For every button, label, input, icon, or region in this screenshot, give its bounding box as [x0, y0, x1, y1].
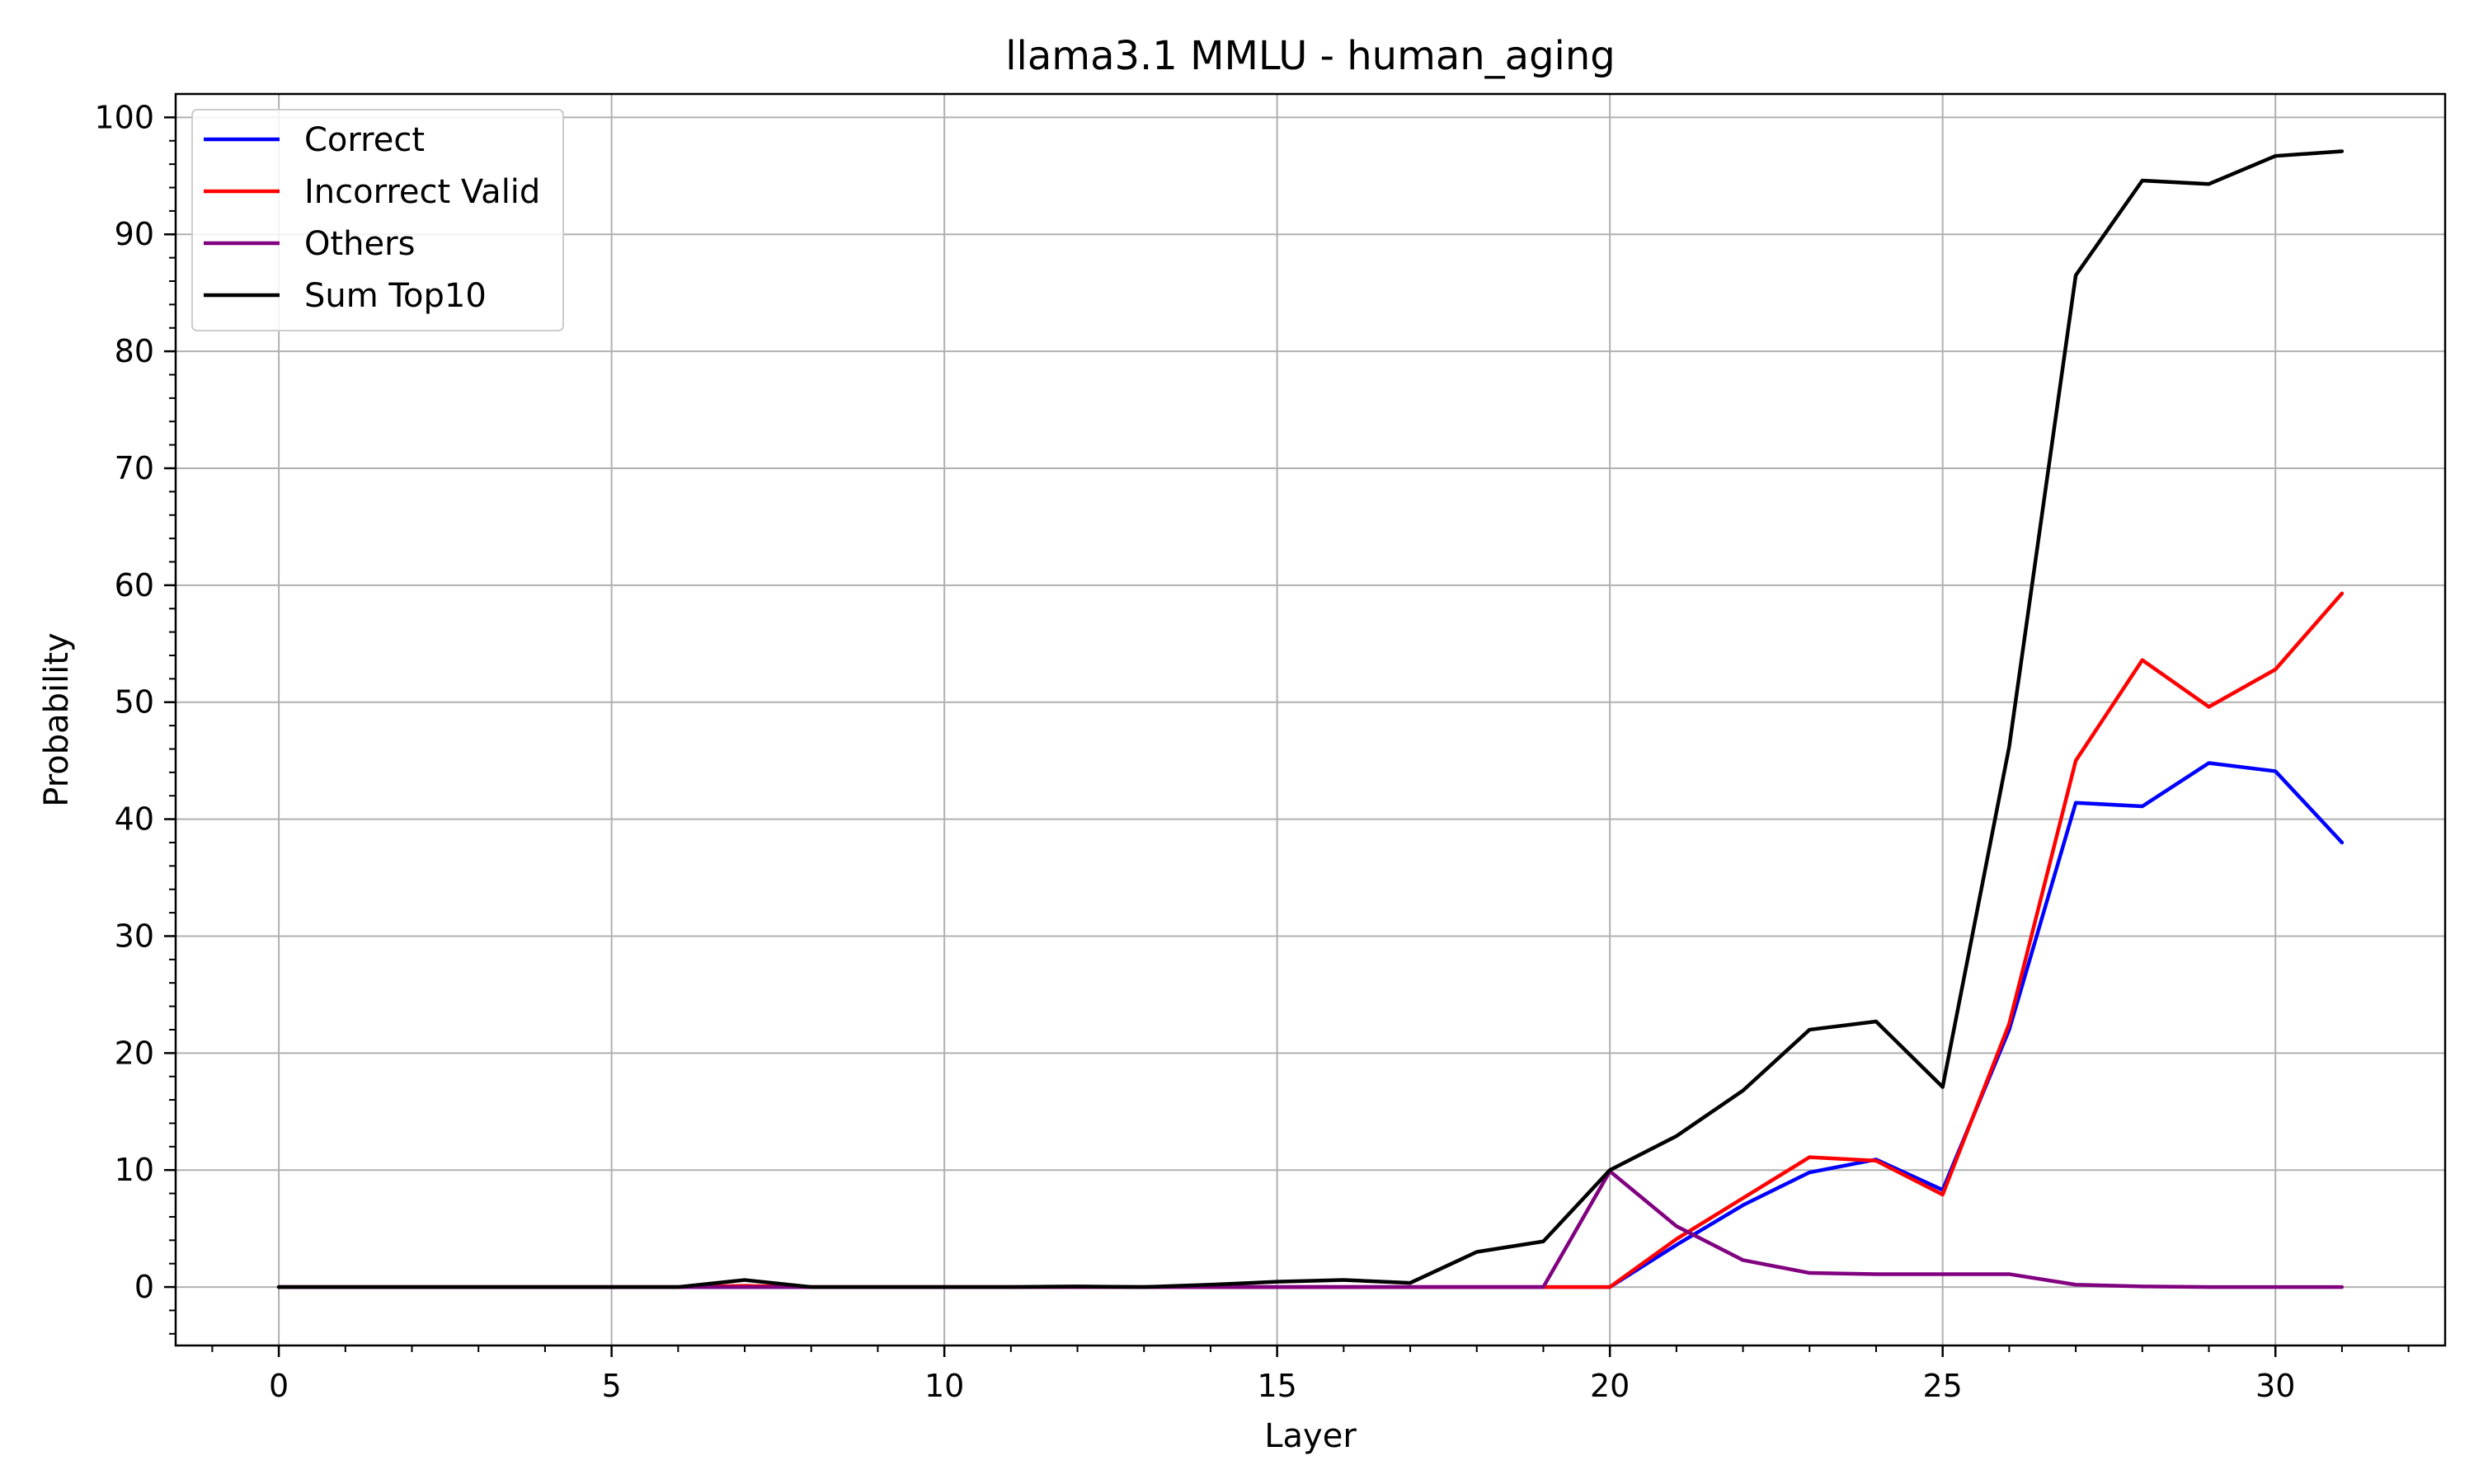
y-tick-label: 40 [115, 801, 154, 838]
legend-label: Sum Top10 [304, 277, 487, 315]
y-tick-label: 50 [115, 684, 154, 721]
y-tick-label: 70 [115, 450, 154, 486]
x-tick-label: 0 [269, 1368, 289, 1404]
y-tick-label: 100 [94, 99, 154, 135]
legend: Correct Incorrect Valid Others Sum Top10 [191, 109, 564, 331]
axis-ticks: 0 5 10 15 20 25 30 0 10 20 30 40 50 60 70 80 90 100 [94, 99, 2410, 1404]
series-lines [276, 149, 2345, 1289]
y-tick-label: 60 [115, 567, 154, 603]
series-line-sum-top10 [276, 149, 2345, 1289]
y-axis-label: Probability [38, 632, 76, 806]
y-tick-label: 0 [134, 1269, 154, 1305]
y-tick-label: 90 [115, 216, 154, 252]
x-axis-label: Layer [1264, 1417, 1357, 1455]
y-tick-label: 20 [115, 1035, 154, 1071]
plot-frame [174, 92, 2447, 1347]
y-tick-label: 10 [115, 1152, 154, 1188]
legend-box [191, 109, 564, 331]
legend-label: Correct [304, 121, 425, 159]
x-tick-label: 15 [1257, 1368, 1296, 1404]
x-tick-label: 20 [1590, 1368, 1630, 1404]
y-tick-label: 80 [115, 333, 154, 369]
legend-label: Incorrect Valid [304, 173, 540, 211]
legend-label: Others [304, 225, 415, 263]
x-tick-label: 25 [1923, 1368, 1963, 1404]
y-tick-label: 30 [115, 918, 154, 954]
x-tick-label: 5 [602, 1368, 622, 1404]
x-tick-label: 10 [924, 1368, 964, 1404]
x-tick-label: 30 [2255, 1368, 2295, 1404]
chart-title: llama3.1 MMLU - human_aging [1005, 33, 1616, 79]
